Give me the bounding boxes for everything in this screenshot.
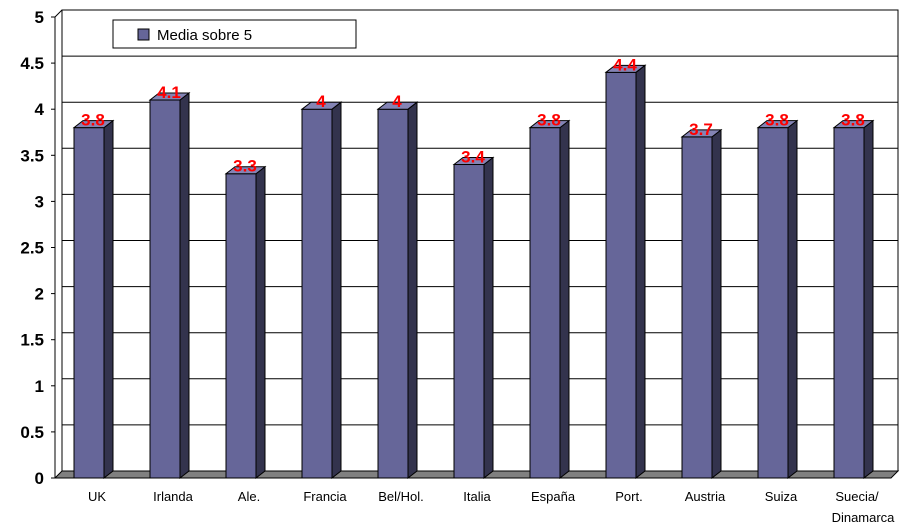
x-tick-label: Austria [685, 489, 726, 504]
legend-box [112, 19, 357, 49]
data-label: 3.3 [233, 157, 257, 176]
y-tick-label: 2.5 [20, 239, 44, 258]
y-tick-label: 3.5 [20, 146, 44, 165]
bar-side [635, 64, 646, 480]
y-tick-label: 1.5 [20, 331, 44, 350]
legend-label: Media sobre 5 [157, 27, 252, 44]
x-tick-label: Suecia/ [835, 489, 879, 504]
x-tick-label: Dinamarca [832, 510, 896, 525]
bar-side [863, 119, 874, 480]
x-tick-label: Francia [303, 489, 347, 504]
bar-side [331, 101, 342, 480]
x-tick-label: Suiza [765, 489, 798, 504]
data-label: 3.4 [461, 148, 485, 167]
bar [300, 101, 343, 480]
y-tick-label: 2 [35, 285, 44, 304]
data-label: 3.7 [689, 120, 713, 139]
bar-front [73, 127, 105, 479]
bar-front [757, 127, 789, 479]
bar [148, 91, 191, 480]
data-label: 4.1 [157, 83, 181, 102]
bar-front [453, 164, 485, 479]
bar-top [604, 64, 647, 73]
bar-side [711, 128, 722, 480]
x-tick-label: Italia [463, 489, 491, 504]
y-tick-label: 3 [35, 192, 44, 211]
bar [376, 101, 419, 480]
bar-top [452, 157, 495, 166]
x-tick-label: Port. [615, 489, 642, 504]
x-tick-label: Irlanda [153, 489, 194, 504]
y-tick-label: 0 [35, 469, 44, 488]
bar-top [376, 101, 419, 110]
bar-top [72, 120, 115, 129]
bar-front [605, 71, 637, 479]
x-tick-label: Bel/Hol. [378, 489, 424, 504]
data-labels: 3.8 4.1 3.3 4 4 3.4 3.8 4.4 3.7 3.8 3.8 [81, 55, 865, 175]
bar-top [528, 120, 571, 129]
bar-side [787, 119, 798, 480]
data-label: 3.8 [537, 111, 561, 130]
bars [72, 64, 875, 480]
data-label: 3.8 [765, 111, 789, 130]
bar-front [377, 108, 409, 479]
bar-top [148, 92, 191, 101]
data-label: 4.4 [613, 55, 637, 74]
bar-front [529, 127, 561, 479]
bar-side [255, 165, 266, 480]
y-tick-label: 4.5 [20, 54, 44, 73]
x-axis-tick-labels: UK Irlanda Ale. Francia Bel/Hol. Italia España… [88, 489, 895, 525]
bar-top [756, 120, 799, 129]
y-tick-label: 0.5 [20, 423, 44, 442]
bar-front [681, 136, 713, 479]
y-tick-label: 5 [35, 8, 44, 27]
bar-top [300, 101, 343, 110]
bar [832, 119, 875, 480]
bar [452, 156, 495, 480]
bar [72, 119, 115, 480]
bar-front [149, 99, 181, 479]
bar-top [832, 120, 875, 129]
y-axis-tick-labels: 0 0.5 1 1.5 2 2.5 3 3.5 4 4.5 5 [20, 8, 44, 488]
bar-side [483, 156, 494, 480]
y-tick-label: 1 [35, 377, 44, 396]
axis-depth-line [54, 9, 63, 18]
bar [224, 165, 267, 480]
x-tick-label: España [531, 489, 576, 504]
bar-front [225, 173, 257, 479]
bar-top [224, 166, 267, 175]
bar-side [179, 91, 190, 480]
legend-swatch [137, 28, 150, 41]
data-label: 4 [392, 92, 402, 111]
bar-side [103, 119, 114, 480]
bar [528, 119, 571, 480]
data-label: 3.8 [841, 111, 865, 130]
bar-top [680, 129, 723, 138]
x-tick-label: Ale. [238, 489, 260, 504]
y-tick-label: 4 [35, 100, 45, 119]
data-label: 3.8 [81, 111, 105, 130]
x-tick-label: UK [88, 489, 106, 504]
legend: Media sobre 5 [112, 19, 357, 49]
bar-front [301, 108, 333, 479]
bar [756, 119, 799, 480]
data-label: 4 [316, 92, 326, 111]
bar-side [559, 119, 570, 480]
bar [680, 128, 723, 480]
bar-front [833, 127, 865, 479]
bar [604, 64, 647, 480]
bar-side [407, 101, 418, 480]
